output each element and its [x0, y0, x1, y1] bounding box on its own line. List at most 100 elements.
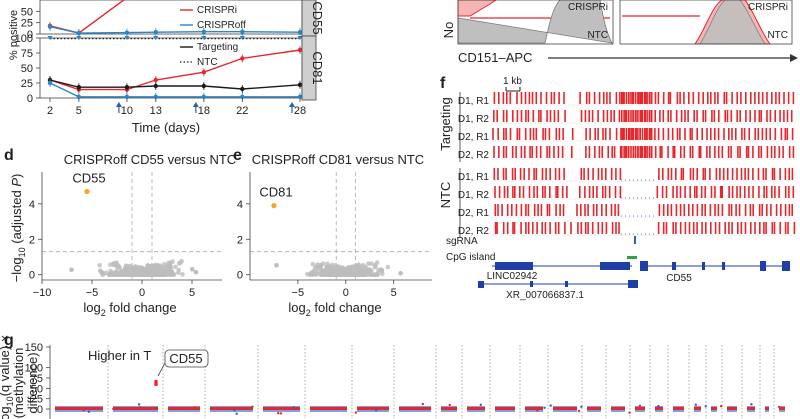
gene-point	[354, 270, 360, 276]
x-tick-label: 18	[198, 105, 210, 117]
x-tick-label: 2	[47, 105, 53, 117]
cpg-methylation-bar	[766, 146, 769, 158]
cpg-methylation-bar	[588, 92, 591, 104]
gene-point	[319, 272, 325, 278]
cpg-methylation-bar	[614, 186, 617, 198]
flow-right-crispri: CRISPRi	[748, 2, 788, 13]
cpg-methylation-bar	[672, 186, 674, 198]
y-tick-label: 100	[15, 33, 33, 45]
gene-point	[134, 267, 140, 272]
cpg-methylation-bar	[609, 128, 611, 140]
cpg-methylation-bar	[550, 92, 553, 104]
cpg-methylation-bar	[675, 168, 677, 180]
cpg-methylation-bar	[791, 204, 793, 216]
x-tick-label: 5	[391, 287, 397, 299]
cpg-methylation-bar	[649, 128, 652, 140]
gene-point	[108, 262, 113, 268]
cpg-methylation-bar	[679, 186, 682, 198]
cpg-methylation-bar	[648, 110, 651, 122]
cpg-methylation-bar	[535, 146, 538, 158]
cpg-methylation-bar	[557, 186, 559, 198]
cpg-methylation-bar	[709, 146, 711, 158]
cpg-methylation-bar	[774, 128, 777, 140]
cpg-methylation-bar	[744, 186, 746, 198]
gene-point	[385, 264, 391, 270]
cpg-methylation-bar	[788, 204, 791, 216]
cpg-methylation-bar	[706, 128, 708, 140]
flow-axis-arrowhead	[790, 54, 798, 62]
cpg-methylation-bar	[714, 146, 716, 158]
cpg-methylation-bar	[641, 92, 644, 104]
y-tick-label: 4	[29, 199, 35, 211]
cpg-methylation-bar	[684, 186, 686, 198]
cpg-methylation-bar	[684, 128, 686, 140]
gene-point	[312, 265, 318, 271]
cpg-methylation-bar	[618, 222, 620, 234]
x-tick-label: 13	[150, 105, 162, 117]
cpg-methylation-bar	[557, 110, 560, 122]
cpg-methylation-bar	[523, 168, 525, 180]
cpg-methylation-bar	[683, 92, 685, 104]
cpg-methylation-bar	[761, 204, 763, 216]
cpg-methylation-bar	[630, 92, 632, 104]
cpg-methylation-bar	[619, 146, 622, 158]
cpg-methylation-bar	[676, 128, 679, 140]
cpg-methylation-bar	[717, 92, 719, 104]
cpg-methylation-bar	[509, 92, 512, 104]
cpg-methylation-bar	[792, 186, 795, 198]
highlight-point	[271, 203, 277, 209]
xlabel-time: Time (days)	[132, 120, 200, 135]
cpg-methylation-bar	[665, 222, 668, 234]
cpg-methylation-bar	[535, 128, 538, 140]
legend-ntc: NTC	[197, 57, 218, 68]
gene-point	[310, 261, 316, 267]
cpg-methylation-bar	[650, 128, 653, 140]
panel-label-g: g	[4, 332, 14, 349]
cpg-methylation-bar	[654, 128, 656, 140]
cpg-methylation-bar	[788, 168, 790, 180]
cpg-methylation-bar	[721, 186, 723, 198]
cpg-methylation-bar	[691, 146, 694, 158]
cpg-methylation-bar	[557, 146, 560, 158]
cpg-methylation-bar	[562, 128, 564, 140]
cpg-methylation-bar	[524, 128, 527, 140]
cpg-methylation-bar	[778, 186, 780, 198]
cpg-methylation-bar	[758, 146, 760, 158]
ntc-marker	[124, 36, 130, 40]
cpg-methylation-bar	[765, 168, 767, 180]
cpg-methylation-bar	[576, 204, 578, 216]
cpg-methylation-bar	[637, 110, 639, 122]
x-tick-label: 0	[343, 287, 349, 299]
cpg-methylation-bar	[728, 204, 730, 216]
cpg-methylation-bar	[749, 110, 751, 122]
cpg-methylation-bar	[597, 110, 599, 122]
gene-point	[97, 263, 102, 268]
cpg-methylation-bar	[632, 128, 635, 140]
cpg-methylation-bar	[502, 168, 505, 180]
y-tick-label: 2	[29, 234, 35, 246]
cpg-methylation-bar	[634, 146, 637, 158]
cpg-methylation-bar	[658, 168, 660, 180]
cpg-methylation-bar	[615, 168, 617, 180]
cpg-methylation-bar	[531, 146, 533, 158]
cpg-methylation-bar	[723, 92, 726, 104]
cpg-methylation-bar	[579, 92, 581, 104]
cpg-methylation-bar	[736, 186, 738, 198]
cpg-methylation-bar	[610, 168, 613, 180]
cpg-methylation-bar	[646, 146, 648, 158]
cpg-methylation-bar	[696, 186, 698, 198]
cpg-methylation-bar	[580, 222, 583, 234]
x-tick-label: 5	[76, 105, 82, 117]
cpg-methylation-bar	[613, 110, 615, 122]
cpg-methylation-bar	[724, 110, 726, 122]
gene-point	[167, 263, 172, 268]
time-arrowhead	[192, 102, 199, 107]
cpg-methylation-bar	[646, 110, 648, 122]
dmr-point	[82, 409, 85, 412]
legend-crispri: CRISPRi	[197, 5, 237, 16]
cpg-methylation-bar	[580, 110, 583, 122]
cpg-methylation-bar	[619, 186, 622, 198]
cpg-methylation-bar	[537, 204, 539, 216]
cpg-methylation-bar	[630, 146, 632, 158]
cpg-methylation-bar	[691, 128, 693, 140]
